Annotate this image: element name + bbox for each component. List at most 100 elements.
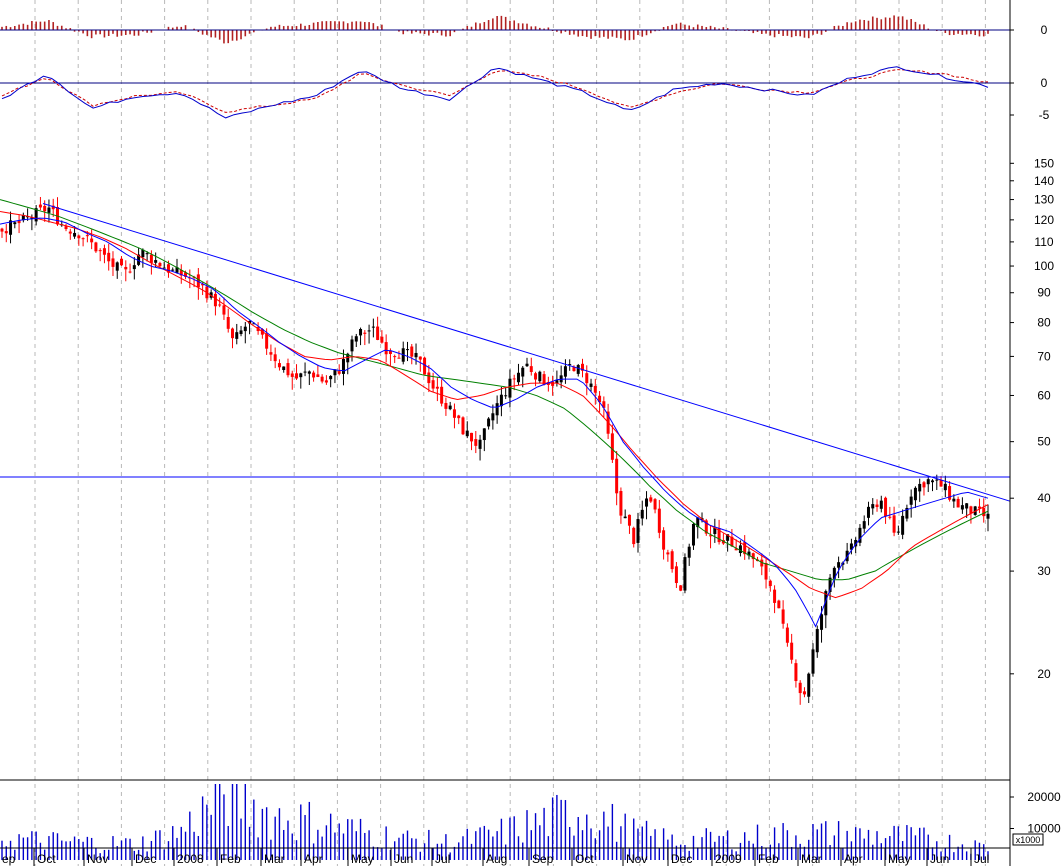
- x-axis-labels: ep Oct Nov Dec 2008 Feb Mar Apr May Jun Jul Aug Sep O…: [2, 848, 989, 866]
- candle-body: [948, 486, 952, 500]
- candle-body: [662, 530, 666, 550]
- candle-body: [534, 373, 538, 380]
- candle-body: [743, 542, 747, 555]
- month-label: Apr: [304, 852, 323, 866]
- candle-body: [726, 534, 730, 541]
- candle-body: [653, 499, 657, 510]
- candle-body: [657, 508, 661, 533]
- candle-body: [303, 371, 307, 373]
- candle-body: [764, 562, 768, 580]
- price-tick-label: 140: [1034, 174, 1054, 188]
- candle-body: [73, 232, 77, 237]
- candle-body: [960, 505, 964, 510]
- candle-body: [811, 649, 815, 674]
- candle-body: [785, 627, 789, 643]
- candle-body: [922, 482, 926, 488]
- candle-body: [610, 433, 614, 460]
- moving-average-short: [0, 217, 989, 628]
- price-tick-label: 110: [1034, 235, 1053, 249]
- candle-body: [248, 320, 252, 324]
- candle-body: [551, 381, 555, 386]
- candle-body: [175, 267, 179, 273]
- candle-body: [563, 366, 567, 377]
- candle-body: [243, 326, 247, 332]
- candle-body: [926, 479, 930, 485]
- candle-body: [679, 585, 683, 591]
- candle-body: [593, 385, 597, 393]
- candle-body: [721, 540, 725, 544]
- candle-body: [222, 305, 226, 315]
- month-label: 2008: [177, 852, 204, 866]
- candle-body: [913, 487, 917, 501]
- candle-body: [627, 514, 631, 526]
- candle-body: [615, 458, 619, 494]
- price-tick-label: 120: [1034, 213, 1054, 227]
- candle-body: [282, 366, 286, 371]
- candle-body: [0, 228, 4, 232]
- month-label: Aug: [486, 852, 507, 866]
- candle-body: [734, 548, 738, 551]
- candle-body: [802, 691, 806, 695]
- candle-body: [196, 274, 200, 288]
- oscillator-signal-line: [1, 69, 989, 113]
- candle-body: [636, 519, 640, 543]
- candle-body: [444, 402, 448, 409]
- candle-body: [973, 506, 977, 515]
- candle-body: [51, 205, 55, 210]
- candle-body: [43, 205, 47, 212]
- candle-body: [423, 357, 427, 375]
- candle-body: [367, 330, 371, 332]
- candle-body: [691, 523, 695, 546]
- volume-panel: [1, 784, 989, 860]
- month-label: Apr: [844, 852, 863, 866]
- oscillator-line: [1, 66, 989, 119]
- candle-body: [102, 248, 106, 255]
- candle-body: [645, 498, 649, 507]
- price-tick-label: 90: [1037, 286, 1051, 300]
- month-label: Mar: [264, 852, 285, 866]
- candle-body: [555, 380, 559, 384]
- candle-body: [350, 339, 354, 352]
- candle-body: [376, 326, 380, 340]
- candle-body: [414, 352, 418, 358]
- candle-body: [525, 363, 529, 367]
- candle-body: [585, 373, 589, 384]
- candle-body: [307, 371, 311, 374]
- candle-body: [107, 252, 111, 262]
- candle-body: [576, 365, 580, 374]
- month-label: Mar: [801, 852, 822, 866]
- candle-body: [154, 260, 158, 263]
- candle-body: [149, 254, 153, 263]
- volume-unit-box: [1012, 833, 1044, 846]
- price-tick-label: 40: [1037, 491, 1051, 505]
- candle-body: [47, 207, 51, 213]
- candle-body: [738, 545, 742, 553]
- candle-body: [465, 430, 469, 437]
- candle-body: [572, 367, 576, 372]
- candle-body: [632, 527, 636, 545]
- candle-body: [623, 516, 627, 519]
- candle-body: [504, 395, 508, 397]
- candle-body: [760, 559, 764, 567]
- candle-body: [269, 352, 273, 355]
- candle-body: [777, 600, 781, 609]
- volume-unit-label: x1000: [1016, 835, 1041, 845]
- price-tick-label: 50: [1037, 435, 1051, 449]
- candle-body: [977, 506, 981, 509]
- candle-body: [230, 328, 234, 339]
- candle-body: [324, 380, 328, 383]
- grid-lines: [34, 0, 986, 866]
- candle-body: [512, 378, 516, 380]
- candle-body: [470, 432, 474, 442]
- candle-body: [312, 372, 316, 378]
- candle-body: [909, 496, 913, 505]
- candle-body: [452, 409, 456, 418]
- candle-body: [316, 374, 320, 377]
- candle-body: [457, 415, 461, 419]
- candle-body: [141, 249, 145, 258]
- candle-body: [952, 498, 956, 502]
- candle-body: [128, 271, 132, 273]
- candle-body: [166, 264, 170, 273]
- candle-body: [687, 546, 691, 558]
- histogram-panel: [0, 15, 1010, 44]
